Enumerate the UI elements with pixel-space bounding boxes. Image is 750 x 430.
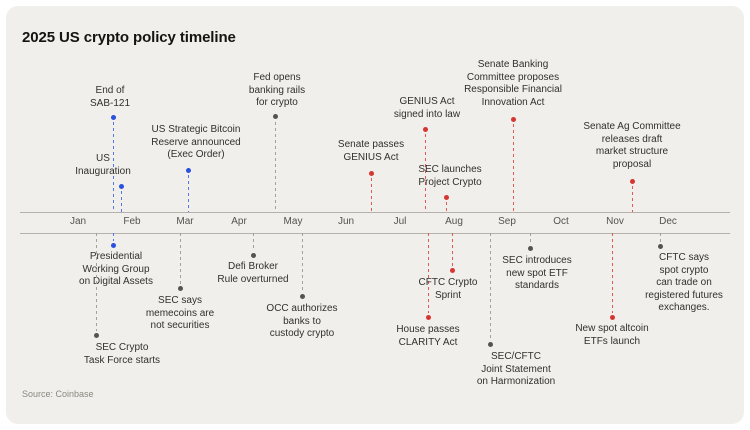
event-dot-senate-passes-genius xyxy=(368,170,374,176)
event-dot-sec-launches-project-crypto xyxy=(443,194,449,200)
event-line-senate-ag-market-structure xyxy=(631,186,633,212)
event-line-altcoin-etfs-launch xyxy=(611,233,613,313)
event-dot-senate-banking-rfia xyxy=(510,116,516,122)
event-line-sec-launches-project-crypto xyxy=(445,202,447,212)
event-line-senate-banking-rfia xyxy=(512,124,514,212)
event-label-occ-custody: OCC authorizes banks to custody crypto xyxy=(266,303,338,339)
month-label-oct: Oct xyxy=(553,216,569,227)
event-dot-sec-spot-etf-standards xyxy=(527,245,533,251)
event-dot-cftc-crypto-sprint xyxy=(449,267,455,273)
event-label-cftc-spot-on-futures-exchanges: CFTC says spot crypto can trade on regis… xyxy=(645,252,723,313)
event-label-defi-broker-rule-overturned: Defi Broker Rule overturned xyxy=(217,261,289,285)
event-label-sec-cftc-joint-statement: SEC/CFTC Joint Statement on Harmonizatio… xyxy=(476,351,556,387)
event-dot-sec-crypto-task-force xyxy=(93,332,99,338)
event-dot-memecoins-not-securities xyxy=(177,285,183,291)
event-label-altcoin-etfs-launch: New spot altcoin ETFs launch xyxy=(575,323,649,347)
event-label-senate-passes-genius: Senate passes GENIUS Act xyxy=(337,139,405,163)
event-dot-defi-broker-rule-overturned xyxy=(250,252,256,258)
event-line-cftc-spot-on-futures-exchanges xyxy=(659,233,661,242)
event-dot-senate-ag-market-structure xyxy=(629,178,635,184)
event-dot-cftc-spot-on-futures-exchanges xyxy=(657,243,663,249)
event-label-genius-signed-into-law: GENIUS Act signed into law xyxy=(393,96,461,120)
event-line-genius-signed-into-law xyxy=(424,134,426,212)
event-label-sec-crypto-task-force: SEC Crypto Task Force starts xyxy=(83,342,161,366)
event-dot-btc-reserve-exec-order xyxy=(185,167,191,173)
event-dot-genius-signed-into-law xyxy=(422,126,428,132)
event-label-presidential-working-group: Presidential Working Group on Digital As… xyxy=(79,251,153,287)
month-label-dec: Dec xyxy=(659,216,677,227)
event-line-house-passes-clarity xyxy=(427,233,429,313)
event-label-sec-launches-project-crypto: SEC launches Project Crypto xyxy=(418,164,482,188)
event-label-us-inauguration: US Inauguration xyxy=(75,153,131,177)
event-dot-sec-cftc-joint-statement xyxy=(487,341,493,347)
event-dot-end-of-sab-121 xyxy=(110,114,116,120)
event-line-us-inauguration xyxy=(120,191,122,212)
month-label-jul: Jul xyxy=(393,216,407,227)
month-label-may: May xyxy=(283,216,303,227)
month-label-apr: Apr xyxy=(231,216,247,227)
event-dot-presidential-working-group xyxy=(110,242,116,248)
month-label-aug: Aug xyxy=(445,216,463,227)
event-label-sec-spot-etf-standards: SEC introduces new spot ETF standards xyxy=(502,255,572,291)
event-line-fed-banking-rails xyxy=(274,122,276,212)
event-dot-altcoin-etfs-launch xyxy=(609,314,615,320)
event-label-house-passes-clarity: House passes CLARITY Act xyxy=(396,324,460,348)
event-line-sec-spot-etf-standards xyxy=(529,233,531,244)
timeline-axis-top-line xyxy=(20,212,730,213)
event-line-cftc-crypto-sprint xyxy=(451,233,453,266)
month-label-nov: Nov xyxy=(606,216,624,227)
month-label-feb: Feb xyxy=(123,216,141,227)
event-line-defi-broker-rule-overturned xyxy=(252,233,254,251)
month-label-mar: Mar xyxy=(176,216,194,227)
timeline-card-background xyxy=(6,6,744,424)
event-line-btc-reserve-exec-order xyxy=(187,175,189,212)
event-dot-us-inauguration xyxy=(118,183,124,189)
event-line-presidential-working-group xyxy=(112,233,114,241)
event-label-btc-reserve-exec-order: US Strategic Bitcoin Reserve announced (… xyxy=(151,124,241,160)
chart-title: 2025 US crypto policy timeline xyxy=(22,29,236,46)
month-label-jan: Jan xyxy=(69,216,87,227)
month-label-sep: Sep xyxy=(498,216,516,227)
event-label-end-of-sab-121: End of SAB-121 xyxy=(89,85,131,109)
event-line-senate-passes-genius xyxy=(370,178,372,212)
event-dot-fed-banking-rails xyxy=(272,113,278,119)
event-line-occ-custody xyxy=(301,233,303,292)
event-label-fed-banking-rails: Fed opens banking rails for crypto xyxy=(248,72,306,108)
event-line-sec-cftc-joint-statement xyxy=(489,233,491,340)
month-label-jun: Jun xyxy=(337,216,355,227)
event-label-cftc-crypto-sprint: CFTC Crypto Sprint xyxy=(418,277,478,301)
event-label-senate-banking-rfia: Senate Banking Committee proposes Respon… xyxy=(464,59,562,108)
source-label: Source: Coinbase xyxy=(22,389,94,399)
event-label-senate-ag-market-structure: Senate Ag Committee releases draft marke… xyxy=(583,121,681,170)
event-line-sec-crypto-task-force xyxy=(95,233,97,331)
event-line-end-of-sab-121 xyxy=(112,122,114,212)
event-dot-occ-custody xyxy=(299,293,305,299)
event-dot-house-passes-clarity xyxy=(425,314,431,320)
timeline-axis-bottom-line xyxy=(20,233,730,234)
event-label-memecoins-not-securities: SEC says memecoins are not securities xyxy=(145,295,215,331)
event-line-memecoins-not-securities xyxy=(179,233,181,284)
